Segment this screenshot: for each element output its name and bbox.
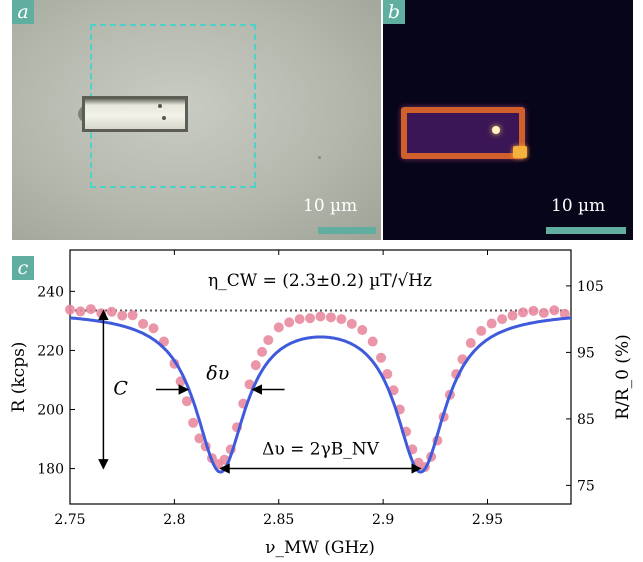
data-point [294,314,305,325]
data-point [376,352,387,363]
scale-bar [546,227,626,234]
data-point [188,417,199,428]
data-point [367,336,378,347]
y-tick-label: 180 [37,462,64,478]
x-axis-title: ν_MW (GHz) [265,538,375,558]
data-point [284,317,295,328]
data-point [559,308,570,319]
y-tick-label: 220 [37,343,64,359]
data-point [127,310,138,321]
data-point [65,304,75,315]
y2-axis-title: R/R_0 (%) [613,334,633,419]
flake-defect [158,104,162,108]
data-point [148,323,159,334]
pl-bright-corner [513,146,527,158]
pl-flake-outline [401,107,525,159]
data-point [85,304,96,315]
data-point [106,306,117,317]
diamond-flake [82,96,188,132]
sensitivity-label: η_CW = (2.3±0.2) µT/√Hz [208,271,432,291]
dust-speck [318,156,321,159]
panel-a-optical-image: a 10 µm [12,0,381,240]
x-tick-label: 2.8 [163,512,185,528]
data-point [138,318,149,329]
data-point [528,305,539,316]
data-point [305,313,316,324]
panel-c-odmr-spectrum: 2.75 2.8 2.85 2.9 2.95 180 200 220 240 75 85 95 10… [0,246,643,558]
data-point [273,322,284,333]
linewidth-label: δυ [206,363,229,385]
data-point [336,314,347,325]
data-point [117,310,128,321]
x-tick-label: 2.75 [54,512,85,528]
data-point [497,314,508,325]
x-tick-label: 2.85 [263,512,294,528]
y2-tick-label: 75 [577,478,595,494]
panel-label: b [383,0,405,24]
odmr-chart: 2.75 2.8 2.85 2.9 2.95 180 200 220 240 75 85 95 10… [9,249,633,558]
y2-tick-label: 85 [577,412,595,428]
x-tick-label: 2.9 [372,512,394,528]
y-tick-label: 200 [37,402,64,418]
splitting-label: Δυ = 2γB_NV [262,440,380,460]
pl-bright-spot [492,126,500,134]
contrast-label: C [113,378,128,400]
panel-b-pl-map: b 10 µm [383,0,633,240]
panel-label: c [12,256,34,280]
scale-bar-label: 10 µm [303,196,358,216]
data-point [549,305,560,316]
data-point [96,308,107,319]
plot-frame [69,249,572,505]
panel-label: a [12,0,34,24]
data-point [486,318,497,329]
data-point [250,360,261,371]
data-point [382,369,393,380]
scale-bar-label: 10 µm [551,196,606,216]
y-axis-title: R (kcps) [9,342,29,413]
data-point [507,310,518,321]
x-tick-label: 2.95 [472,512,503,528]
data-point [538,307,549,318]
data-point [257,346,268,357]
data-point [194,433,205,444]
data-point [315,311,326,322]
flake-defect [162,116,166,120]
data-point [357,325,368,336]
data-point [465,338,476,349]
data-point [263,335,274,346]
data-point [517,307,528,318]
lorentzian-fit-line [69,316,572,474]
data-point [346,318,357,329]
scale-bar [318,227,376,234]
y2-tick-label: 95 [577,345,595,361]
data-point [75,306,86,317]
data-point [325,312,336,323]
y-tick-label: 240 [37,284,64,300]
y2-tick-label: 105 [577,279,604,295]
data-point [181,396,192,407]
data-point [476,325,487,336]
